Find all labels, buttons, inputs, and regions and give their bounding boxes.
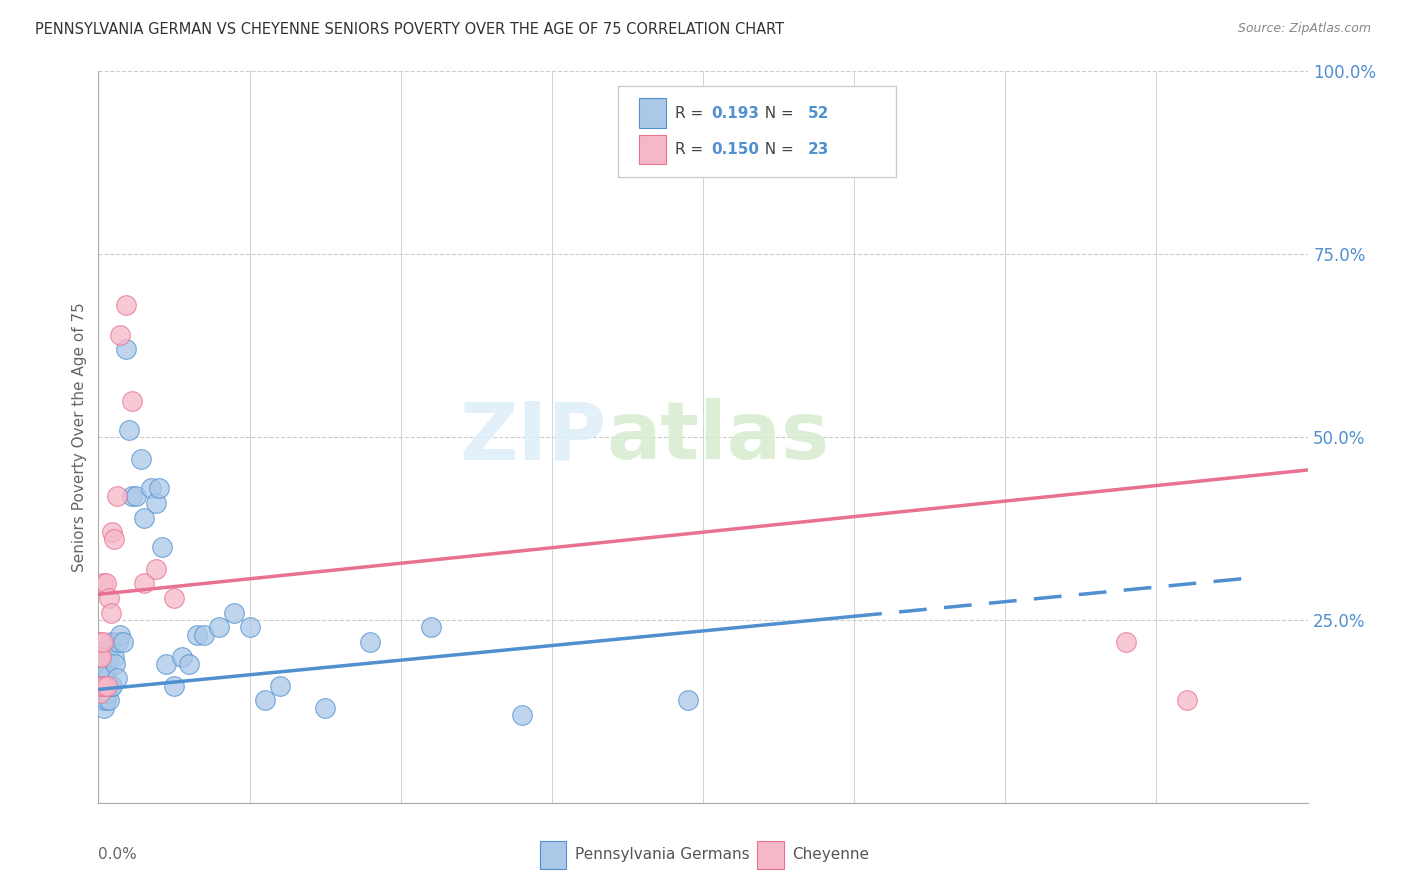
Point xyxy=(91,576,114,591)
Point xyxy=(121,489,143,503)
Text: ZIP: ZIP xyxy=(458,398,606,476)
Point xyxy=(170,649,193,664)
Point xyxy=(163,591,186,605)
Point xyxy=(89,649,111,664)
Point xyxy=(150,540,173,554)
Point xyxy=(93,679,115,693)
Point xyxy=(94,672,117,686)
Text: R =: R = xyxy=(675,105,709,120)
Point xyxy=(100,635,122,649)
Point xyxy=(125,489,148,503)
Point xyxy=(103,533,125,547)
Point xyxy=(105,672,128,686)
Point xyxy=(676,693,699,707)
Text: 0.0%: 0.0% xyxy=(98,847,138,862)
Point xyxy=(98,693,121,707)
Point xyxy=(145,496,167,510)
Point xyxy=(90,649,112,664)
Point xyxy=(90,679,112,693)
Point xyxy=(114,343,136,357)
Point xyxy=(132,576,155,591)
Point xyxy=(360,635,382,649)
Point xyxy=(145,562,167,576)
Point xyxy=(108,627,131,641)
Point xyxy=(163,679,186,693)
Point xyxy=(107,635,129,649)
Point xyxy=(89,672,111,686)
Point xyxy=(105,489,128,503)
Point xyxy=(91,664,114,678)
Point xyxy=(129,452,152,467)
Point xyxy=(90,657,112,671)
Text: Cheyenne: Cheyenne xyxy=(793,847,869,862)
Point xyxy=(155,657,177,671)
Point xyxy=(239,620,262,634)
Point xyxy=(89,686,111,700)
Text: R =: R = xyxy=(675,142,709,157)
Point xyxy=(96,686,118,700)
Text: atlas: atlas xyxy=(606,398,830,476)
Point xyxy=(103,649,125,664)
Point xyxy=(89,693,111,707)
Point xyxy=(94,693,117,707)
Point xyxy=(510,708,533,723)
Point xyxy=(98,649,121,664)
Point xyxy=(148,481,170,495)
Point xyxy=(93,679,115,693)
Bar xyxy=(638,135,665,164)
Point xyxy=(98,591,121,605)
Point xyxy=(94,576,117,591)
Point xyxy=(1115,635,1137,649)
Bar xyxy=(540,841,567,869)
Point xyxy=(101,525,124,540)
Text: 0.150: 0.150 xyxy=(711,142,759,157)
Point xyxy=(114,298,136,312)
Point xyxy=(121,393,143,408)
Point xyxy=(269,679,291,693)
Point xyxy=(100,606,122,620)
Point xyxy=(224,606,246,620)
Point xyxy=(93,700,115,714)
Point xyxy=(96,664,118,678)
Point xyxy=(314,700,336,714)
Point xyxy=(118,423,141,437)
Point xyxy=(111,635,134,649)
Point xyxy=(91,649,114,664)
Point xyxy=(108,327,131,342)
Point xyxy=(193,627,215,641)
Text: N =: N = xyxy=(755,105,799,120)
Point xyxy=(1175,693,1198,707)
Point xyxy=(420,620,443,634)
Text: N =: N = xyxy=(755,142,799,157)
Point xyxy=(90,679,112,693)
Point xyxy=(89,635,111,649)
FancyBboxPatch shape xyxy=(619,86,897,178)
Bar xyxy=(758,841,785,869)
Bar xyxy=(638,98,665,128)
Point xyxy=(141,481,163,495)
Point xyxy=(186,627,208,641)
Text: 0.193: 0.193 xyxy=(711,105,759,120)
Text: PENNSYLVANIA GERMAN VS CHEYENNE SENIORS POVERTY OVER THE AGE OF 75 CORRELATION C: PENNSYLVANIA GERMAN VS CHEYENNE SENIORS … xyxy=(35,22,785,37)
Point xyxy=(208,620,231,634)
Point xyxy=(91,686,114,700)
Point xyxy=(96,679,118,693)
Text: Source: ZipAtlas.com: Source: ZipAtlas.com xyxy=(1237,22,1371,36)
Point xyxy=(93,649,115,664)
Point xyxy=(100,679,122,693)
Point xyxy=(253,693,276,707)
Point xyxy=(104,657,127,671)
Text: Pennsylvania Germans: Pennsylvania Germans xyxy=(575,847,749,862)
Text: 23: 23 xyxy=(808,142,830,157)
Point xyxy=(179,657,201,671)
Point xyxy=(94,642,117,657)
Text: 52: 52 xyxy=(808,105,830,120)
Point xyxy=(91,635,114,649)
Point xyxy=(132,510,155,524)
Y-axis label: Seniors Poverty Over the Age of 75: Seniors Poverty Over the Age of 75 xyxy=(72,302,87,572)
Point xyxy=(101,679,124,693)
